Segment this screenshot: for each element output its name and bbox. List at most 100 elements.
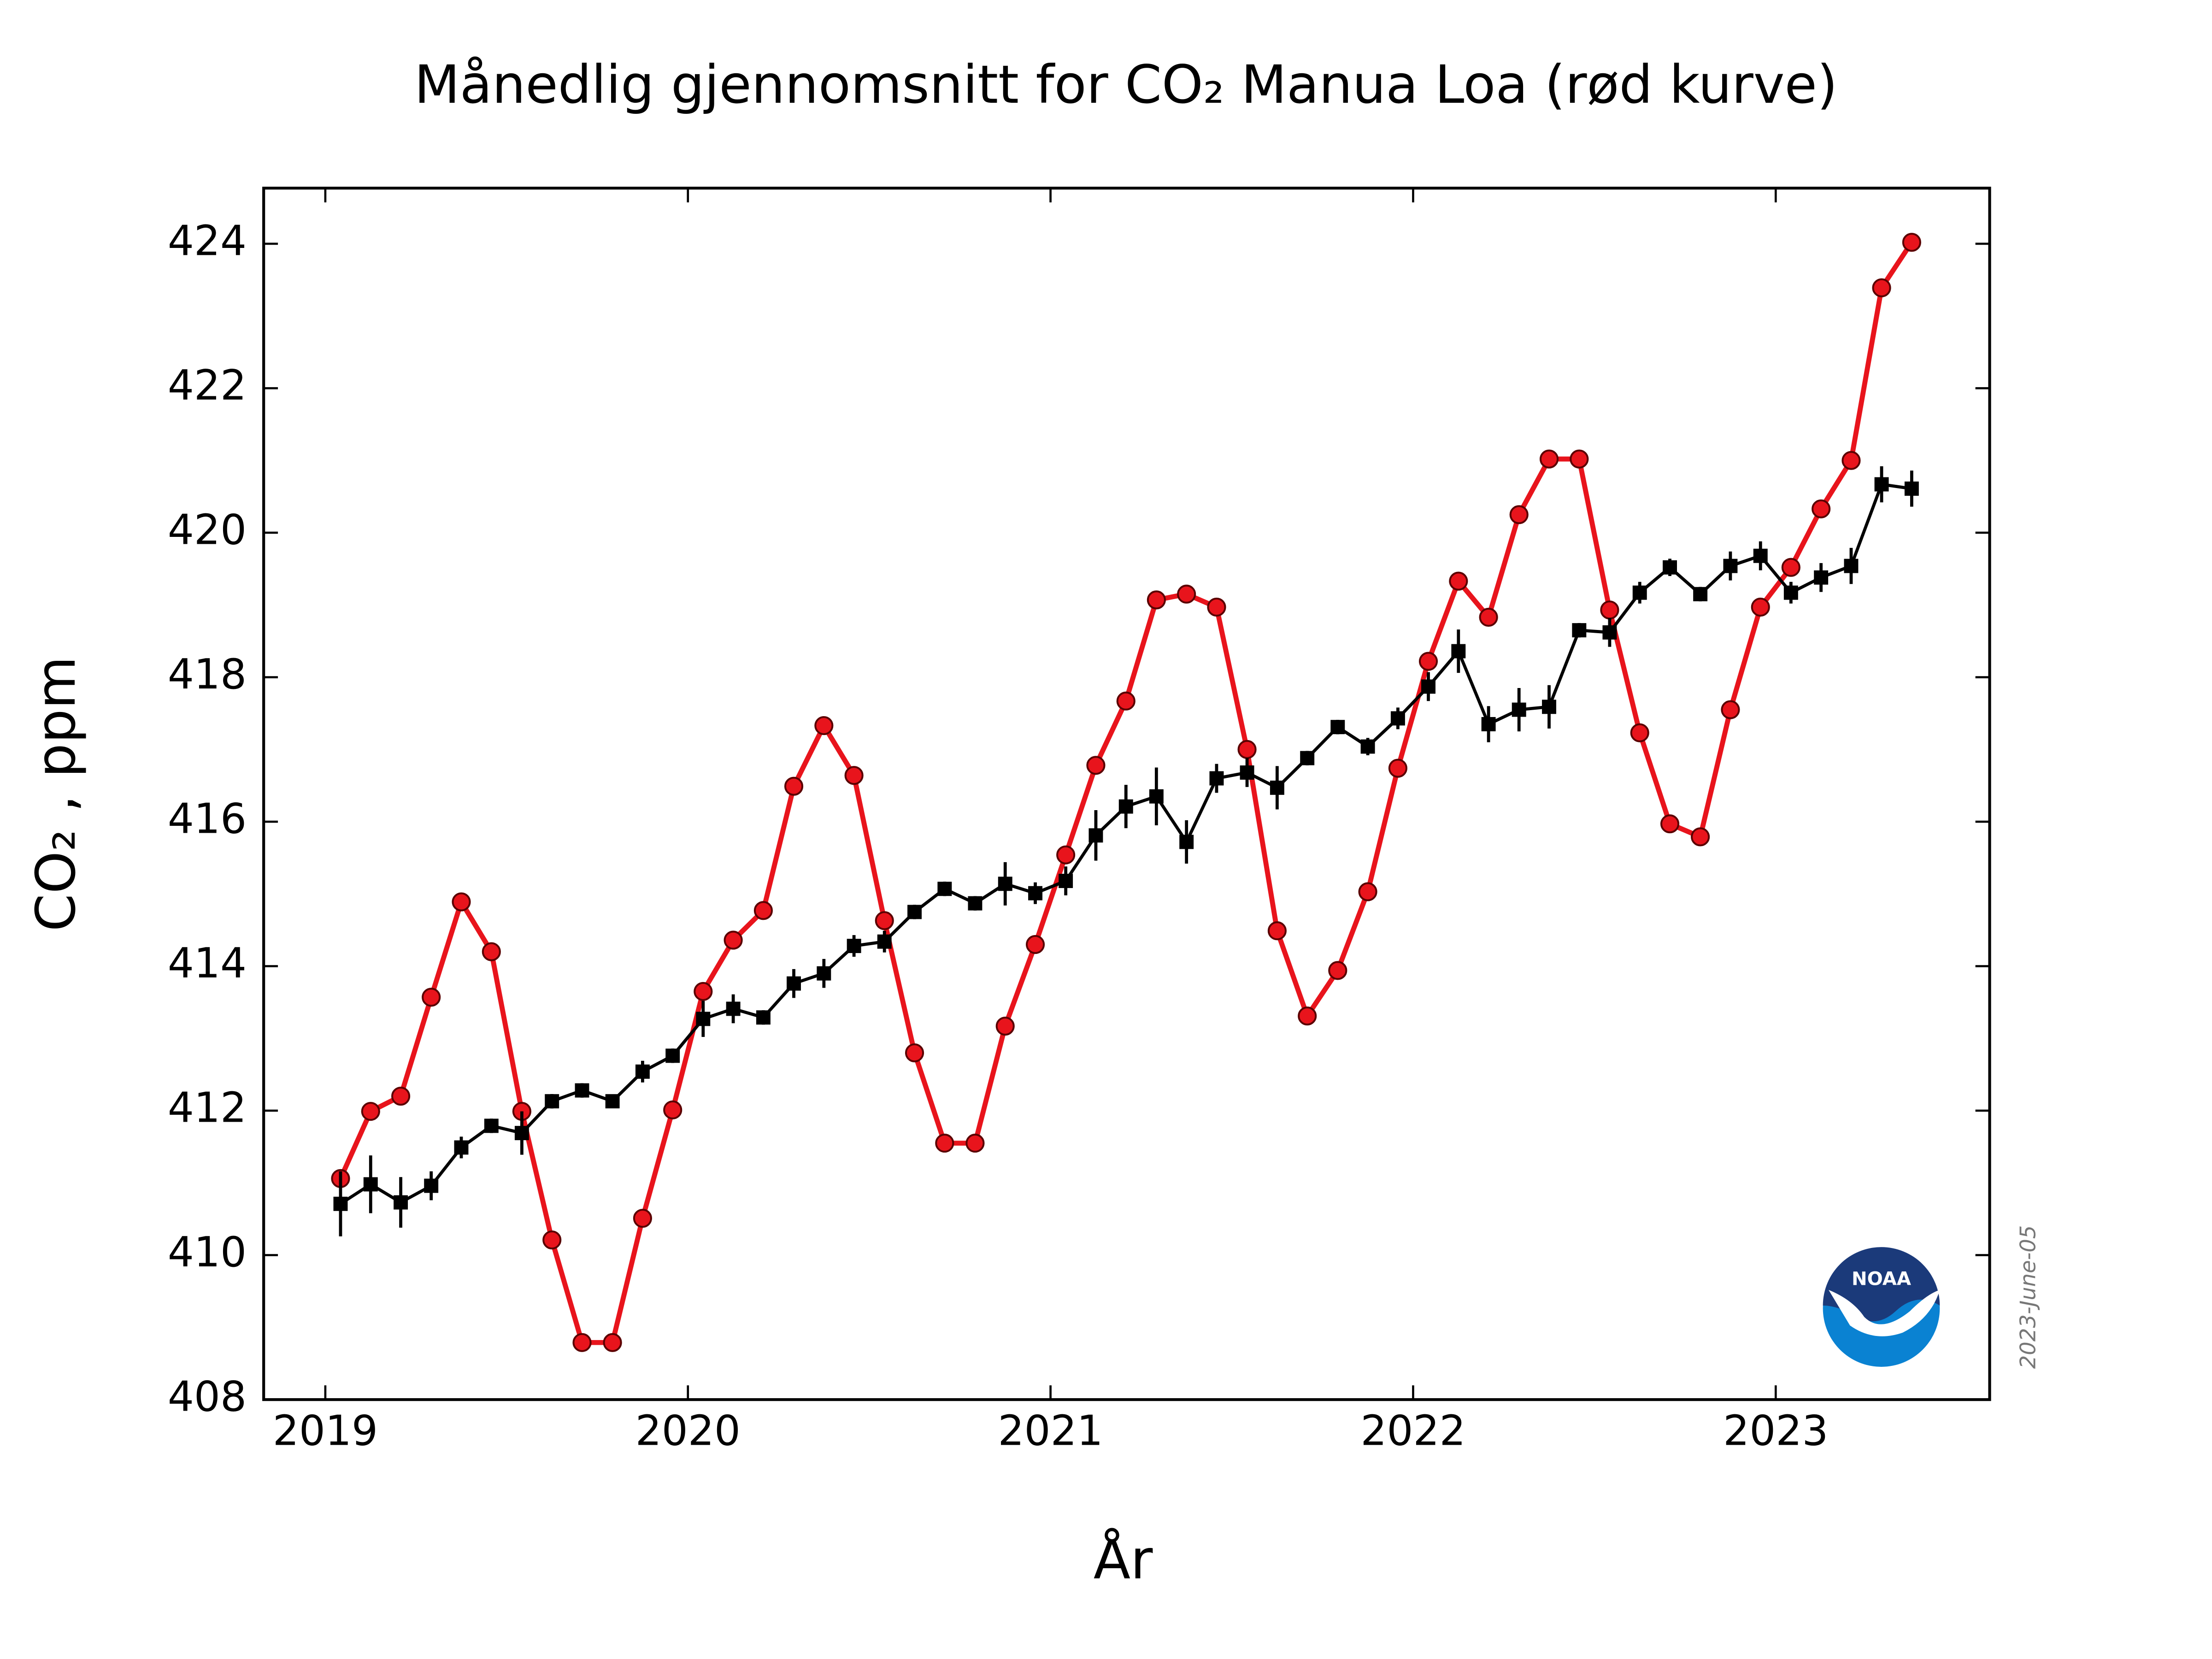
point-marker bbox=[1874, 477, 1889, 492]
point-marker bbox=[694, 982, 713, 1001]
point-marker bbox=[1059, 874, 1073, 888]
x-tick-label: 2019 bbox=[273, 1407, 378, 1455]
point-marker bbox=[424, 1178, 439, 1193]
point-marker bbox=[935, 1134, 954, 1153]
y-tick-label: 424 bbox=[168, 217, 247, 265]
point-marker bbox=[1086, 756, 1106, 775]
date-stamp: 2023-June-05 bbox=[2016, 1225, 2041, 1369]
point-marker bbox=[603, 1333, 622, 1352]
point-marker bbox=[1691, 827, 1710, 847]
point-marker bbox=[753, 901, 773, 920]
point-marker bbox=[1841, 451, 1861, 470]
point-marker bbox=[814, 716, 834, 735]
point-marker bbox=[361, 1102, 380, 1121]
point-marker bbox=[968, 896, 982, 911]
point-marker bbox=[1572, 623, 1587, 638]
point-marker bbox=[1207, 597, 1226, 617]
logo-top bbox=[1823, 1247, 1940, 1322]
point-marker bbox=[575, 1083, 589, 1098]
point-marker bbox=[905, 1043, 924, 1063]
x-tick-label: 2021 bbox=[998, 1407, 1103, 1455]
y-tick-label: 412 bbox=[168, 1084, 247, 1132]
point-marker bbox=[1418, 652, 1438, 671]
point-marker bbox=[1479, 607, 1498, 627]
point-marker bbox=[1388, 759, 1407, 778]
point-marker bbox=[1025, 935, 1045, 954]
x-tick-label: 2023 bbox=[1723, 1407, 1828, 1455]
point-marker bbox=[1147, 590, 1166, 610]
point-marker bbox=[1812, 499, 1831, 518]
y-tick-label: 410 bbox=[168, 1229, 247, 1277]
noaa-logo: NOAA bbox=[1823, 1247, 1940, 1367]
point-marker bbox=[1298, 1006, 1317, 1026]
point-marker bbox=[844, 766, 864, 785]
point-marker bbox=[877, 934, 892, 949]
point-marker bbox=[1451, 644, 1466, 659]
point-marker bbox=[787, 976, 801, 991]
point-marker bbox=[391, 1087, 411, 1106]
point-marker bbox=[542, 1230, 562, 1250]
y-tick-label: 420 bbox=[168, 506, 247, 554]
point-marker bbox=[1118, 799, 1133, 814]
point-marker bbox=[1056, 845, 1076, 865]
point-marker bbox=[1602, 625, 1617, 640]
point-marker bbox=[1902, 233, 1921, 252]
point-marker bbox=[1209, 771, 1224, 786]
point-marker bbox=[514, 1126, 529, 1141]
point-marker bbox=[1088, 828, 1103, 843]
point-marker bbox=[756, 1010, 771, 1025]
point-marker bbox=[965, 1134, 985, 1153]
y-tick-label: 418 bbox=[168, 651, 247, 699]
point-marker bbox=[1872, 278, 1891, 298]
point-marker bbox=[1570, 449, 1589, 469]
y-tick-label: 414 bbox=[168, 940, 247, 988]
point-marker bbox=[1539, 449, 1559, 469]
point-marker bbox=[1660, 814, 1680, 834]
point-marker bbox=[605, 1094, 620, 1109]
point-marker bbox=[422, 988, 441, 1007]
logo-wave bbox=[1829, 1289, 1940, 1336]
point-marker bbox=[1753, 548, 1768, 563]
point-marker bbox=[1449, 571, 1468, 591]
point-marker bbox=[1028, 886, 1043, 900]
point-marker bbox=[1663, 560, 1677, 575]
point-marker bbox=[1179, 835, 1194, 849]
point-marker bbox=[633, 1209, 652, 1228]
point-marker bbox=[1360, 739, 1375, 754]
point-marker bbox=[1177, 584, 1196, 604]
y-tick-label: 408 bbox=[168, 1373, 247, 1421]
point-marker bbox=[1512, 702, 1526, 717]
point-marker bbox=[817, 966, 831, 981]
point-marker bbox=[484, 1118, 499, 1133]
point-marker bbox=[1721, 700, 1740, 719]
point-marker bbox=[784, 777, 804, 796]
point-marker bbox=[452, 892, 471, 912]
point-marker bbox=[1358, 882, 1377, 901]
y-tick-label: 422 bbox=[168, 362, 247, 410]
point-marker bbox=[724, 930, 743, 950]
point-marker bbox=[907, 905, 922, 919]
point-marker bbox=[1270, 780, 1284, 795]
point-marker bbox=[937, 882, 952, 896]
point-marker bbox=[726, 1001, 741, 1016]
point-marker bbox=[572, 1333, 592, 1352]
point-marker bbox=[482, 942, 501, 961]
point-marker bbox=[1509, 505, 1529, 524]
point-marker bbox=[1267, 921, 1287, 941]
point-marker bbox=[1300, 751, 1315, 765]
point-marker bbox=[1751, 597, 1770, 617]
point-marker bbox=[1421, 679, 1435, 694]
point-marker bbox=[1723, 559, 1738, 573]
point-marker bbox=[333, 1196, 348, 1211]
point-marker bbox=[998, 877, 1012, 891]
plot-frame bbox=[262, 187, 1991, 1401]
point-marker bbox=[1814, 570, 1829, 585]
x-axis-label: År bbox=[1094, 1528, 1153, 1591]
point-marker bbox=[847, 939, 861, 953]
point-marker bbox=[1844, 559, 1859, 573]
series bbox=[331, 233, 1921, 1352]
point-marker bbox=[1630, 723, 1649, 742]
chart-title: Månedlig gjennomsnitt for CO₂ Manua Loa … bbox=[414, 54, 1838, 115]
